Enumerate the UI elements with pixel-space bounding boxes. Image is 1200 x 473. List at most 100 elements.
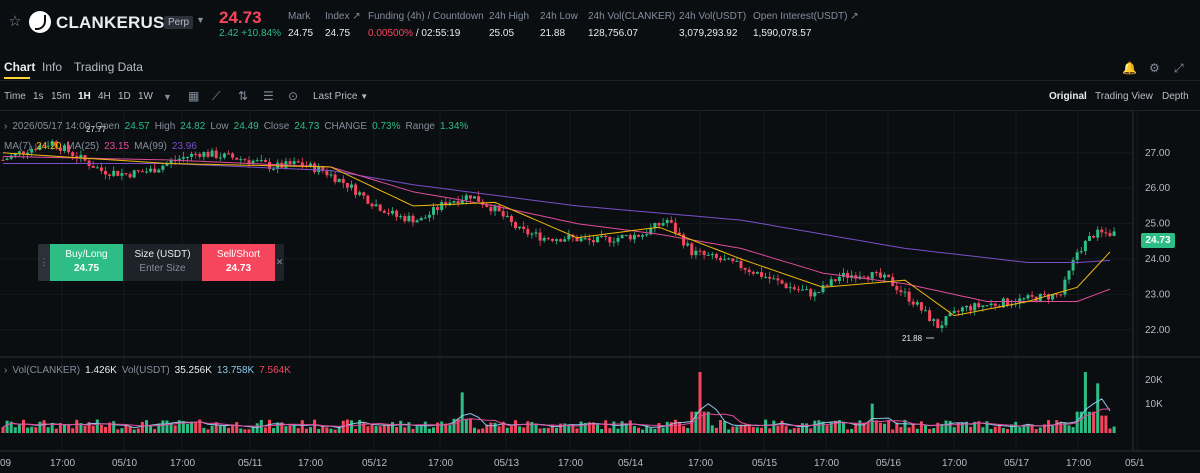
candle-body [452,201,456,203]
candle-body [407,215,411,222]
sell-short-button[interactable]: Sell/Short 24.73 [202,244,275,281]
volume-bar [382,425,386,433]
chart-tabs: Chart Info Trading Data 🔔 ⚙ ⤢ [0,56,1200,79]
candle-body [1055,294,1059,296]
interval-15m[interactable]: 15m [51,91,71,102]
volume-bar [157,423,161,433]
ma7-line [2,152,1111,317]
more-intervals-icon[interactable]: ▼ [163,92,172,102]
volume-bar [735,426,739,433]
candle-body [760,272,763,277]
volume-bar [1092,411,1096,433]
volume-bar [977,421,981,433]
fullscreen-icon[interactable]: ⤢ [1174,61,1184,75]
volume-bar [50,422,54,433]
volume-bar [263,427,267,433]
volume-bar [1006,428,1009,433]
candle-body [940,325,944,329]
interval-1s[interactable]: 1s [33,91,44,102]
open-interest-stat[interactable]: Open Interest(USDT) ↗ 1,590,078.57 [753,11,859,39]
price-chart[interactable]: 27.00 26.00 25.00 24.00 23.00 22.00 20K 10K 09 17… [0,111,1200,473]
symbol-name[interactable]: CLANKERUSDT [56,13,188,32]
collapse-legend-icon[interactable]: › [4,121,8,132]
volume-bar [505,427,509,433]
price-type-select[interactable]: Last Price ▼ [313,91,368,102]
symbol-dropdown-icon[interactable]: ▼ [196,15,205,25]
candle-body [706,254,710,256]
screenshot-icon[interactable]: ⊙ [288,89,299,103]
candle-body [399,216,403,218]
volume-bar [751,427,755,433]
volume-bar [432,427,435,433]
volume-bar [161,420,165,433]
drag-handle-icon[interactable]: ⋮ [38,244,50,281]
volume-bar [682,426,686,433]
candle-body [956,310,960,312]
volume-bar [13,427,17,433]
drawing-tools-icon[interactable]: ⟋ [212,89,221,103]
volume-bar [567,424,571,433]
interval-1d[interactable]: 1D [118,91,131,102]
candle-body [202,152,206,157]
interval-4h[interactable]: 4H [98,91,111,102]
templates-icon[interactable]: ☰ [263,89,274,103]
size-placeholder: Enter Size [139,263,186,274]
view-original[interactable]: Original [1049,91,1087,102]
volume-bar [796,427,800,433]
volume-bar [555,427,558,433]
time-tick-label: 17:00 [558,458,583,469]
tab-trading-data[interactable]: Trading Data [74,60,143,74]
interval-1w[interactable]: 1W [138,91,153,102]
candle-body [989,303,993,306]
volume-bar [792,428,796,433]
indicators-icon[interactable]: ▦ [188,89,200,103]
volume-bar [928,428,932,433]
price-tick-label: 24.00 [1145,254,1170,265]
candle-body [616,238,620,242]
time-tick-label: 05/11 [238,458,263,469]
volume-bar [292,424,296,433]
volume-bar [1022,424,1026,433]
volume-bar [866,422,870,433]
high-label: 24h High [489,11,530,22]
tab-info[interactable]: Info [42,60,63,74]
view-depth[interactable]: Depth [1162,91,1189,102]
tab-chart[interactable]: Chart [4,60,36,74]
candle-body [239,159,243,161]
volume-bar [1010,424,1014,433]
bell-icon[interactable]: 🔔 [1122,61,1137,75]
volume-bar [755,427,759,433]
buy-long-button[interactable]: Buy/Long 24.75 [50,244,123,281]
volume-bar [542,428,546,433]
volume-bar [858,420,862,433]
volume-bar [337,426,341,433]
quick-order-panel: ⋮ Buy/Long 24.75 Size (USDT) Enter Size … [38,244,284,281]
compare-icon[interactable]: ⇅ [238,89,249,103]
candle-body [272,168,276,170]
index-price-stat[interactable]: Index ↗ 24.75 [325,11,361,39]
oi-label: Open Interest(USDT) [753,11,848,22]
size-input[interactable]: Size (USDT) Enter Size [123,244,202,281]
favorite-star-icon[interactable]: ☆ [8,13,22,30]
candle-body [837,276,841,281]
candle-body [735,260,739,262]
volume-bar [218,425,222,433]
collapse-volume-icon[interactable]: › [4,365,8,376]
volume-bar [842,421,845,433]
volume-bar [653,428,657,433]
candle-body [878,272,882,278]
view-trading-view[interactable]: Trading View [1095,91,1153,102]
volume-bar [345,419,349,433]
volume-bar [563,423,567,433]
volume-bar [378,426,382,433]
interval-1h[interactable]: 1H [78,91,91,102]
candle-body [530,233,534,235]
volume-bar [136,428,140,433]
candle-body [91,165,95,168]
volume-bar [210,425,214,433]
settings-icon[interactable]: ⚙ [1149,61,1160,75]
volume-bar [788,429,792,433]
volume-bar [1047,420,1050,433]
candle-body [805,289,809,291]
close-icon[interactable]: ✕ [275,244,284,281]
